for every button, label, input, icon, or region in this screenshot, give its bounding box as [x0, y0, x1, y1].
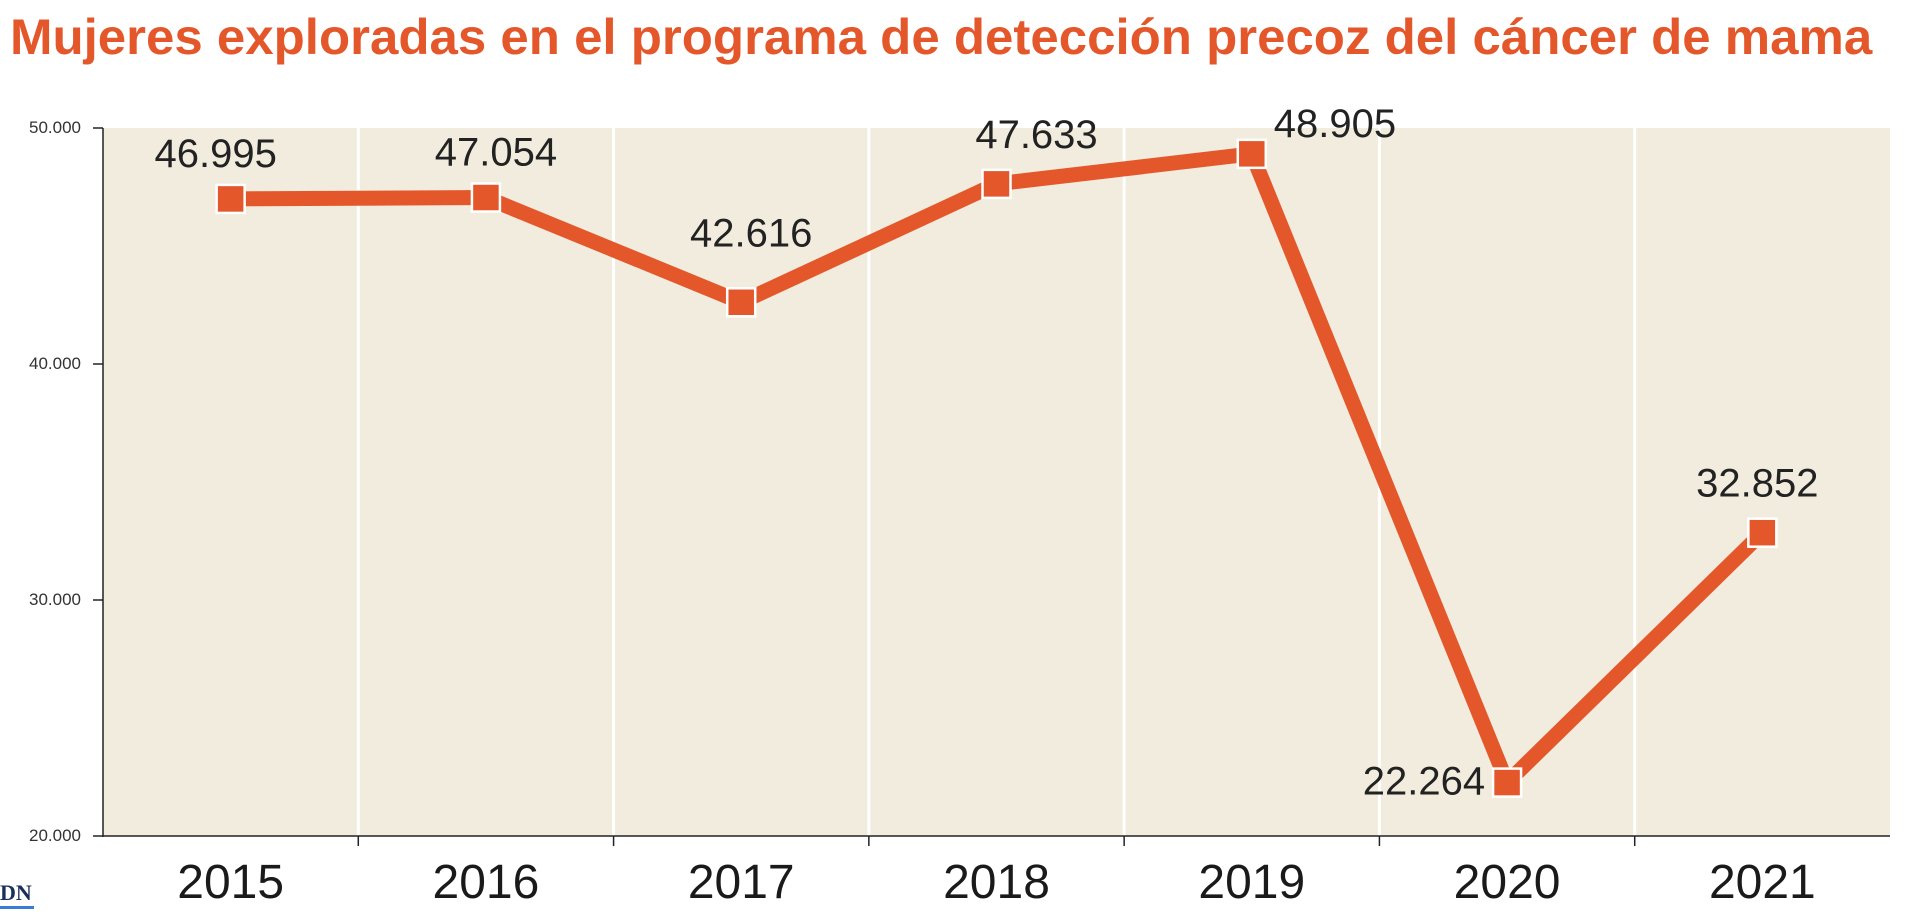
- y-tick-label: 40.000: [29, 354, 81, 373]
- x-tick-label: 2019: [1198, 856, 1305, 909]
- data-label: 47.633: [975, 113, 1097, 157]
- axes: [93, 127, 1890, 846]
- y-tick-label: 50.000: [29, 118, 81, 137]
- data-label: 46.995: [154, 132, 276, 176]
- data-marker: [215, 183, 246, 215]
- y-tick-label: 20.000: [29, 826, 81, 845]
- data-label: 22.264: [1363, 760, 1485, 804]
- data-label: 48.905: [1274, 102, 1396, 146]
- x-tick-label: 2016: [433, 856, 540, 909]
- x-tick-labels: 2015 2016 2017 2018 2019 2020 2021: [177, 856, 1815, 909]
- data-marker: [1747, 517, 1778, 548]
- x-tick-label: 2017: [688, 856, 795, 909]
- y-tick-labels: 20.000 30.000 40.000 50.000: [29, 118, 81, 845]
- dn-logo: DN: [0, 880, 34, 909]
- data-label: 47.054: [435, 131, 557, 175]
- data-label: 42.616: [690, 211, 812, 255]
- x-tick-label: 2015: [177, 856, 284, 909]
- data-marker: [1236, 138, 1268, 170]
- data-marker: [981, 168, 1012, 200]
- data-marker: [1491, 767, 1523, 798]
- data-labels: 46.995 47.054 42.616 47.633 48.905 22.264 32.8…: [154, 102, 1818, 804]
- data-markers: [215, 138, 1778, 798]
- x-tick-label: 2020: [1454, 856, 1561, 909]
- data-marker: [725, 287, 757, 318]
- plot-background: [103, 128, 1890, 836]
- x-tick-label: 2018: [943, 856, 1050, 909]
- x-tick-label: 2021: [1709, 856, 1816, 909]
- data-label: 32.852: [1696, 462, 1818, 506]
- data-marker: [470, 182, 502, 213]
- y-tick-label: 30.000: [29, 590, 81, 609]
- chart-title: Mujeres exploradas en el programa de det…: [10, 9, 1873, 65]
